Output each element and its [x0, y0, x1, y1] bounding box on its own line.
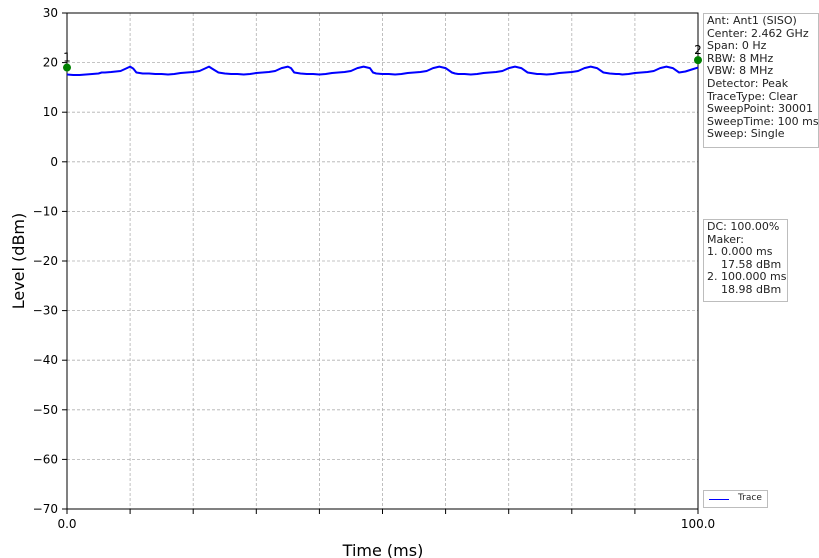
info-line: SweepTime: 100 ms — [707, 114, 819, 128]
marker-point — [694, 56, 702, 65]
marker-panel-line: DC: 100.00% — [707, 220, 780, 233]
y-tick-label: −50 — [33, 403, 58, 417]
y-tick-label: −60 — [33, 452, 58, 466]
markers: 12 — [63, 43, 702, 72]
info-line: TraceType: Clear — [707, 89, 798, 103]
info-line: Sweep: Single — [707, 127, 785, 141]
y-axis-label: Level (dBm) — [9, 213, 28, 310]
y-tick-label: 0 — [50, 155, 58, 169]
marker-panel-line: 2. 100.000 ms — [707, 270, 787, 284]
info-panel: Ant: Ant1 (SISO) Center: 2.462 GHz Span:… — [703, 13, 819, 148]
series-layer — [66, 65, 699, 76]
info-line: Ant: Ant1 (SISO) — [707, 14, 797, 27]
legend-swatch — [709, 499, 729, 500]
x-tick-label: 0.0 — [57, 517, 76, 531]
y-tick-label: −20 — [33, 254, 58, 268]
info-line: VBW: 8 MHz — [707, 64, 774, 78]
marker-point — [63, 63, 71, 72]
legend-label: Trace — [738, 493, 762, 503]
info-line: Span: 0 Hz — [707, 39, 767, 53]
marker-panel-line: 18.98 dBm — [707, 282, 782, 296]
marker-panel-line: Maker: — [707, 232, 745, 246]
info-line: RBW: 8 MHz — [707, 51, 774, 65]
y-tick-label: −10 — [33, 204, 58, 218]
axes: 30 20 10 0 −10 −20 −30 −40 −50 −60 −700.0 100.0 — [33, 6, 716, 531]
marker-panel-line: 1. 0.000 ms — [707, 245, 773, 259]
marker-label: 1 — [63, 51, 71, 65]
info-line: SweepPoint: 30001 — [707, 102, 814, 116]
y-tick-label: −30 — [33, 304, 58, 318]
legend: Trace — [703, 490, 768, 508]
y-tick-label: 20 — [43, 56, 58, 70]
x-tick-label: 100.0 — [681, 517, 715, 531]
y-tick-label: −40 — [33, 353, 58, 367]
y-tick-label: 30 — [43, 6, 58, 20]
y-tick-label: 10 — [43, 105, 58, 119]
marker-panel-line: 17.58 dBm — [707, 257, 782, 271]
marker-panel: DC: 100.00% Maker: 1. 0.000 ms 17.58 dBm… — [703, 219, 788, 302]
grid-lines — [66, 12, 699, 510]
marker-label: 2 — [694, 43, 702, 57]
x-axis-label: Time (ms) — [342, 541, 424, 558]
series-line-trace — [66, 65, 699, 76]
info-line: Detector: Peak — [707, 76, 789, 90]
info-line: Center: 2.462 GHz — [707, 26, 809, 40]
y-tick-label: −70 — [33, 502, 58, 516]
